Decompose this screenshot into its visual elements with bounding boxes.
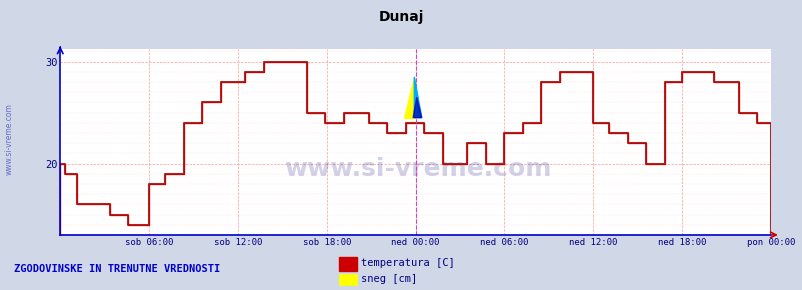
Polygon shape [414, 77, 421, 118]
Polygon shape [412, 97, 421, 118]
Text: temperatura [C]: temperatura [C] [361, 258, 455, 268]
Text: www.si-vreme.com: www.si-vreme.com [284, 157, 551, 181]
Text: Dunaj: Dunaj [379, 10, 423, 24]
Text: ZGODOVINSKE IN TRENUTNE VREDNOSTI: ZGODOVINSKE IN TRENUTNE VREDNOSTI [14, 264, 221, 274]
Text: sneg [cm]: sneg [cm] [361, 274, 417, 284]
Text: www.si-vreme.com: www.si-vreme.com [5, 103, 14, 175]
Polygon shape [404, 77, 414, 118]
